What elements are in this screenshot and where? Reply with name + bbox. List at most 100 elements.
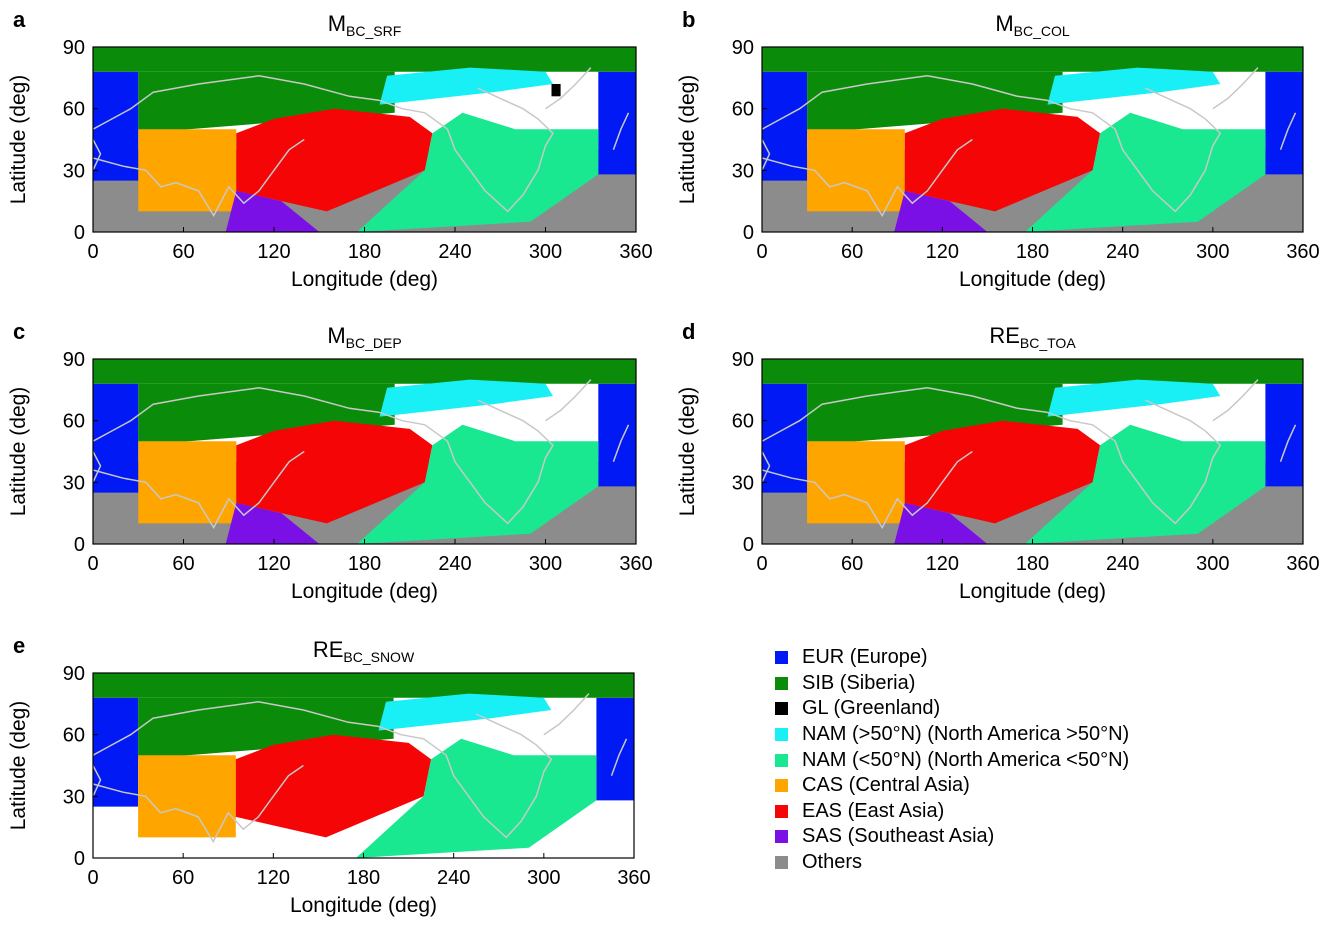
coastline-1: [92, 138, 305, 218]
region-eur-1: [598, 71, 636, 175]
coastline-5: [610, 738, 628, 777]
legend-swatch: [775, 830, 788, 844]
legend-label: CAS (Central Asia): [802, 774, 970, 797]
x-tick-label: 360: [1286, 553, 1319, 575]
legend-label: SAS (Southeast Asia): [802, 825, 995, 848]
x-tick-label: 60: [841, 553, 863, 575]
coastline-3: [543, 693, 590, 736]
x-tick-label: 300: [1196, 553, 1229, 575]
region-eur-0: [93, 383, 139, 493]
x-tick-label: 180: [1016, 553, 1049, 575]
panel-title-main: M: [327, 323, 345, 348]
region-nam_n-0: [379, 67, 553, 105]
region-nam_n-0: [1047, 379, 1221, 417]
x-tick-label: 0: [756, 553, 767, 575]
x-tick-label: 60: [172, 867, 194, 889]
panel-title: REBC_TOA: [989, 323, 1076, 351]
y-tick-label: 60: [63, 99, 85, 121]
coastline-3: [1212, 67, 1259, 110]
legend-item-sas: SAS (Southeast Asia): [775, 824, 1129, 850]
x-tick-label: 180: [348, 241, 381, 263]
coastline-0: [761, 75, 1048, 130]
region-nam_n-0: [378, 693, 552, 731]
coastline-2: [379, 399, 554, 525]
x-tick-label: 180: [347, 867, 380, 889]
region-sib-0: [93, 673, 634, 698]
y-tick-label: 30: [63, 160, 85, 182]
region-eas-0: [235, 734, 432, 838]
legend-swatch: [775, 728, 788, 742]
region-cas-0: [138, 755, 236, 838]
legend-swatch: [775, 676, 788, 690]
legend-label: EAS (East Asia): [802, 799, 945, 822]
x-tick-label: 300: [529, 241, 562, 263]
region-nam_n-0: [379, 379, 553, 417]
coastline-2: [378, 713, 553, 839]
x-tick-label: 300: [529, 553, 562, 575]
legend-label: EUR (Europe): [802, 646, 928, 669]
x-axis-label: Longitude (deg): [290, 894, 437, 917]
x-tick-label: 0: [756, 241, 767, 263]
panel-title: MBC_COL: [995, 11, 1070, 39]
x-tick-label: 360: [617, 867, 650, 889]
region-sib-0: [762, 359, 1303, 384]
legend-label: GL (Greenland): [802, 697, 941, 720]
panel-title: MBC_DEP: [327, 323, 401, 351]
map-panel-e: 0 60 120 180 240 300 360 0 30 60 90 Longitude (deg)…: [7, 633, 651, 917]
x-tick-label: 120: [926, 241, 959, 263]
legend-label: Others: [802, 851, 863, 874]
x-tick-label: 120: [257, 241, 290, 263]
x-tick-label: 60: [841, 241, 863, 263]
legend-swatch: [775, 702, 788, 716]
region-nam_s-0: [357, 424, 599, 544]
x-tick-label: 240: [438, 241, 471, 263]
region-cas-0: [138, 129, 237, 212]
x-tick-label: 240: [1106, 241, 1139, 263]
x-tick-label: 180: [348, 553, 381, 575]
region-eur-0: [93, 71, 139, 181]
region-nam_s-0: [1025, 424, 1266, 544]
y-tick-label: 0: [74, 222, 85, 244]
region-eur-1: [598, 383, 636, 487]
legend-swatch: [775, 651, 788, 665]
region-sas-0: [894, 502, 988, 544]
x-axis-label: Longitude (deg): [291, 268, 438, 291]
y-tick-label: 0: [74, 534, 85, 556]
y-tick-label: 60: [732, 411, 754, 433]
x-tick-label: 120: [257, 867, 290, 889]
legend-label: NAM (>50°N) (North America >50°N): [802, 723, 1130, 746]
y-tick-label: 60: [63, 725, 85, 747]
panel-title-main: RE: [313, 637, 344, 662]
coastline-0: [92, 701, 379, 756]
map-panel-b: 0 60 120 180 240 300 360 0 30 60 90 Longitude (deg)…: [676, 7, 1320, 291]
coastline-2: [1047, 399, 1222, 525]
y-axis-label: Latitude (deg): [7, 701, 30, 831]
region-sib-0: [93, 47, 636, 72]
x-axis-label: Longitude (deg): [291, 580, 438, 603]
coastline-5: [1279, 112, 1297, 151]
y-axis-label: Latitude (deg): [676, 387, 699, 517]
map-panel-a: 0 60 120 180 240 300 360 0 30 60 90 Longitude (deg)…: [7, 7, 653, 291]
region-eur-1: [596, 697, 634, 801]
x-tick-label: 60: [172, 553, 194, 575]
coastline-5: [612, 112, 630, 151]
region-eur-1: [1265, 71, 1303, 175]
legend-item-nam_n: NAM (>50°N) (North America >50°N): [775, 722, 1129, 748]
y-tick-label: 60: [732, 99, 754, 121]
region-eur-0: [762, 71, 808, 181]
map-panel-c: 0 60 120 180 240 300 360 0 30 60 90 Longitude (deg)…: [7, 319, 653, 603]
y-tick-label: 90: [63, 349, 85, 371]
panel-letter: a: [13, 7, 26, 32]
x-tick-label: 0: [87, 553, 98, 575]
region-sas-0: [894, 190, 988, 232]
panel-letter: d: [682, 319, 695, 344]
coastline-4: [92, 451, 102, 483]
coastline-0: [761, 387, 1048, 442]
y-tick-label: 90: [732, 349, 754, 371]
region-eas-0: [236, 420, 433, 524]
panel-letter: e: [13, 633, 25, 658]
region-nam_s-0: [357, 112, 599, 232]
coastline-4: [92, 765, 102, 797]
y-tick-label: 30: [732, 472, 754, 494]
region-sas-0: [225, 502, 320, 544]
